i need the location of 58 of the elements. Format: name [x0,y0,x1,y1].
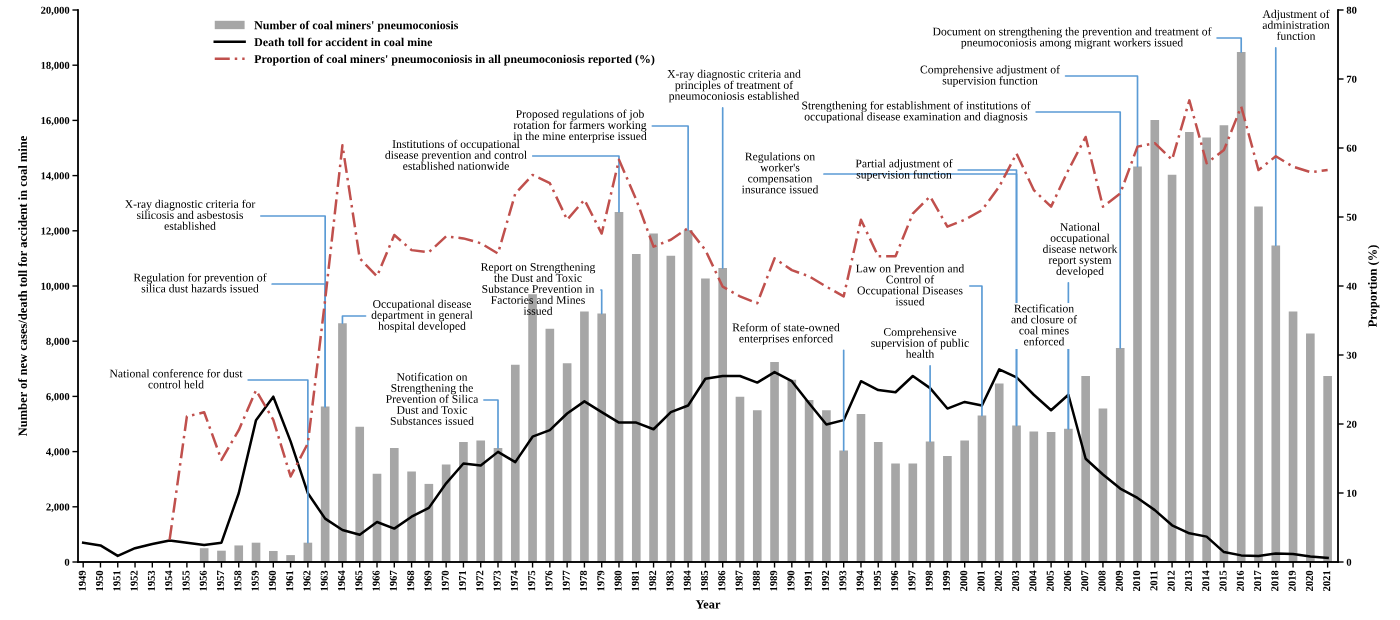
bar [1323,375,1332,562]
bar [925,441,935,562]
bar [735,396,745,562]
bar [908,463,918,562]
bar [1254,206,1263,562]
bar [1288,311,1298,562]
bar [1150,120,1160,562]
bar [752,410,762,562]
bar [1064,428,1073,562]
bar [822,410,831,562]
bar [839,450,848,562]
bar [683,229,693,562]
bar [856,414,866,562]
bar [320,406,330,562]
bar [649,233,658,562]
bar [1271,245,1281,562]
bar [1236,51,1246,562]
bar [787,379,797,562]
bar [891,463,900,562]
bar [459,441,468,562]
bar [770,361,779,562]
bar [977,415,987,562]
bar [943,456,952,562]
bar [476,440,486,562]
bar [338,323,347,562]
bar [286,555,295,562]
bar [1115,348,1125,562]
bar [1167,174,1177,562]
bar [1081,375,1090,562]
bar [873,441,883,562]
bar [545,328,555,562]
bar [1185,131,1194,562]
bar [389,448,399,562]
bar [1046,432,1056,562]
bar [1202,137,1211,562]
bar [994,383,1004,562]
bar [1012,425,1021,562]
bar [217,550,226,562]
bar [1029,431,1039,562]
bar [407,471,416,562]
bar [1219,125,1229,562]
bar [631,253,641,562]
bar [1306,333,1315,562]
bar [960,440,969,562]
bar [701,278,710,562]
bar [562,363,572,562]
bar [510,364,520,562]
bar [355,426,365,562]
bar [234,545,244,562]
bar [614,212,624,562]
bar [1098,408,1108,562]
bar [666,255,676,562]
bar [597,313,607,562]
bar [718,268,728,562]
bar [1133,166,1142,562]
bar [268,550,278,562]
bar [580,311,589,562]
bar [804,399,814,562]
